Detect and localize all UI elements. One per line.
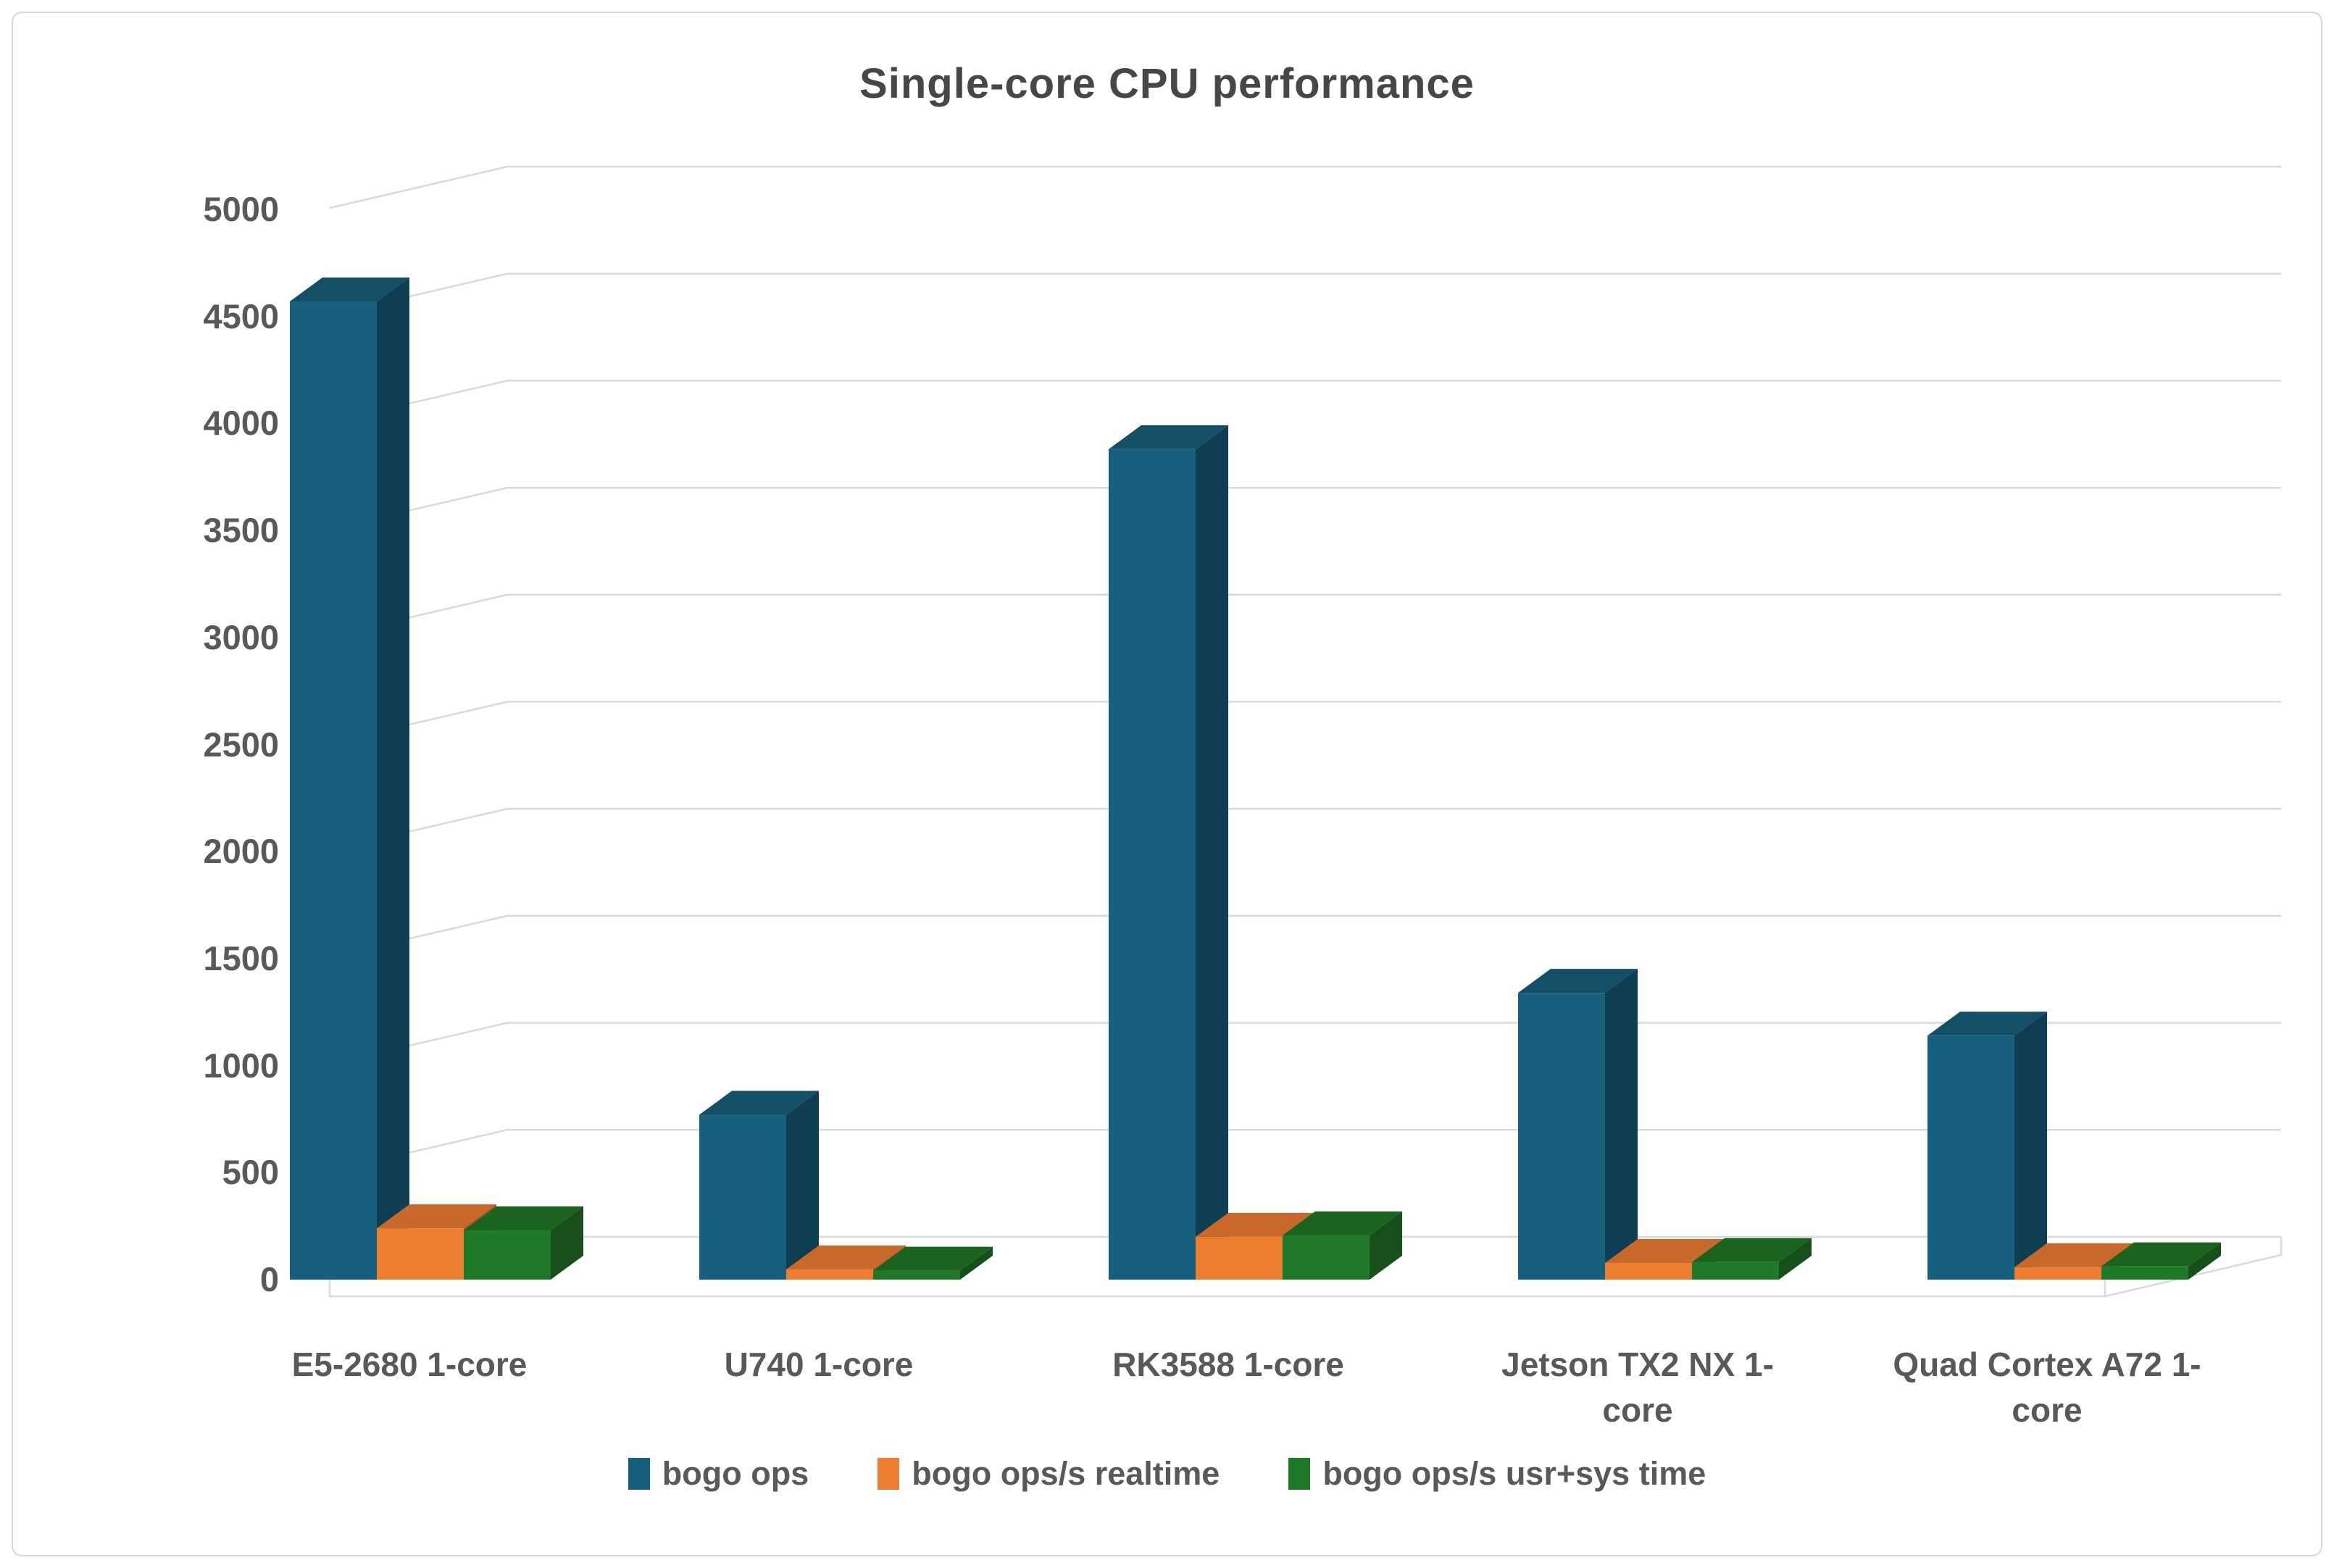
bar-s2-c2-front-face — [1283, 1235, 1370, 1280]
bar-s0-c3-front-face — [1518, 993, 1605, 1280]
y-axis-tick-label-3500: 3500 — [203, 511, 279, 550]
category-label-0: E5-2680 1-core — [291, 1346, 528, 1383]
chart-title: Single-core CPU performance — [859, 60, 1475, 107]
category-label-4: Quad Cortex A72 1-core — [1893, 1346, 2201, 1430]
bar-s0-c2-side-face — [1196, 425, 1228, 1280]
bar-s2-c3-front-face — [1692, 1262, 1779, 1280]
gridline-1500 — [329, 914, 2281, 959]
legend-item-0: bogo ops — [628, 1455, 809, 1493]
gridline-3000 — [329, 593, 2281, 638]
bar-s0-c4-side-face — [2014, 1012, 2047, 1280]
legend-item-1: bogo ops/s realtime — [878, 1455, 1220, 1493]
legend: bogo ops bogo ops/s realtime bogo ops/s us… — [0, 1455, 2334, 1493]
bar-s1-c4-top-face — [2014, 1243, 2134, 1267]
bar-s2-c0-front-face — [464, 1230, 551, 1280]
legend-label: bogo ops — [662, 1455, 809, 1492]
bar-s2-c3-top-face — [1692, 1238, 1812, 1262]
bar-s2-c4-top-face — [2101, 1242, 2221, 1267]
legend-label: bogo ops/s realtime — [912, 1455, 1220, 1492]
bar-s2-c4-side-face — [2188, 1242, 2221, 1280]
gridline-2500 — [329, 701, 2281, 744]
bar-s0-c4-top-face — [1927, 1012, 2047, 1036]
legend-label: bogo ops/s usr+sys time — [1322, 1455, 1706, 1492]
y-axis-tick-label-3000: 3000 — [203, 617, 279, 656]
bar-s1-c1-top-face — [786, 1245, 906, 1269]
bar-s1-c3-front-face — [1605, 1262, 1692, 1280]
bar-s2-c1-front-face — [873, 1270, 960, 1280]
y-axis-tick-label-5000: 5000 — [203, 190, 279, 228]
bar-s2-c0-side-face — [551, 1206, 583, 1280]
bar-s0-c0-front-face — [290, 301, 377, 1280]
y-axis-tick-label-1500: 1500 — [203, 938, 279, 977]
bar-s0-c1-side-face — [786, 1090, 819, 1280]
legend-swatch-icon — [878, 1458, 900, 1490]
bar-s2-c0-top-face — [464, 1206, 583, 1231]
bar-s2-c4-front-face — [2101, 1266, 2188, 1280]
gridline-5000 — [329, 165, 2281, 209]
bar-s0-c0-side-face — [377, 278, 409, 1280]
bar-s2-c1-top-face — [873, 1246, 993, 1271]
bar-s1-c1-front-face — [786, 1269, 873, 1280]
bar-s2-c2-side-face — [1370, 1211, 1402, 1280]
y-axis-tick-label-2000: 2000 — [203, 832, 279, 871]
bar-s2-c1-side-face — [960, 1246, 993, 1280]
category-label-2: RK3588 1-core — [1112, 1346, 1344, 1383]
floor-edge — [328, 1237, 2283, 1298]
legend-swatch-icon — [1288, 1458, 1311, 1490]
bar-s0-c2-front-face — [1109, 449, 1196, 1280]
gridline-4500 — [329, 272, 2281, 316]
y-axis-tick-label-1000: 1000 — [203, 1046, 279, 1085]
gridline-3500 — [329, 486, 2281, 530]
y-axis-tick-label-2500: 2500 — [203, 725, 279, 764]
category-label-3: Jetson TX2 NX 1-core — [1501, 1346, 1774, 1430]
gridline-4000 — [329, 380, 2281, 423]
gridline-2000 — [329, 807, 2281, 851]
bar-s0-c0-top-face — [290, 278, 409, 302]
bar-s0-c1-top-face — [699, 1090, 819, 1115]
y-axis-tick-label-500: 500 — [222, 1153, 279, 1192]
bar-s1-c2-front-face — [1196, 1236, 1283, 1280]
bar-s1-c2-top-face — [1196, 1212, 1315, 1237]
category-label-1: U740 1-core — [724, 1346, 914, 1383]
y-axis-tick-label-4000: 4000 — [203, 404, 279, 443]
y-axis-tick-label-4500: 4500 — [203, 296, 279, 335]
bar-s1-c0-front-face — [377, 1228, 464, 1280]
y-axis-tick-label-0: 0 — [259, 1260, 279, 1298]
bar-s0-c4-front-face — [1927, 1035, 2014, 1280]
bar-s2-c2-top-face — [1283, 1211, 1402, 1235]
bar-s1-c0-top-face — [377, 1204, 496, 1229]
bar-s0-c1-front-face — [699, 1114, 786, 1280]
bar-s0-c3-top-face — [1518, 969, 1638, 993]
bar-s1-c3-top-face — [1605, 1238, 1725, 1263]
bar-s0-c3-side-face — [1605, 969, 1638, 1280]
legend-swatch-icon — [628, 1458, 650, 1490]
bar-s0-c2-top-face — [1109, 425, 1228, 449]
bar-s2-c3-side-face — [1779, 1238, 1812, 1280]
legend-item-2: bogo ops/s usr+sys time — [1288, 1455, 1706, 1493]
bar-s1-c4-front-face — [2014, 1267, 2101, 1280]
